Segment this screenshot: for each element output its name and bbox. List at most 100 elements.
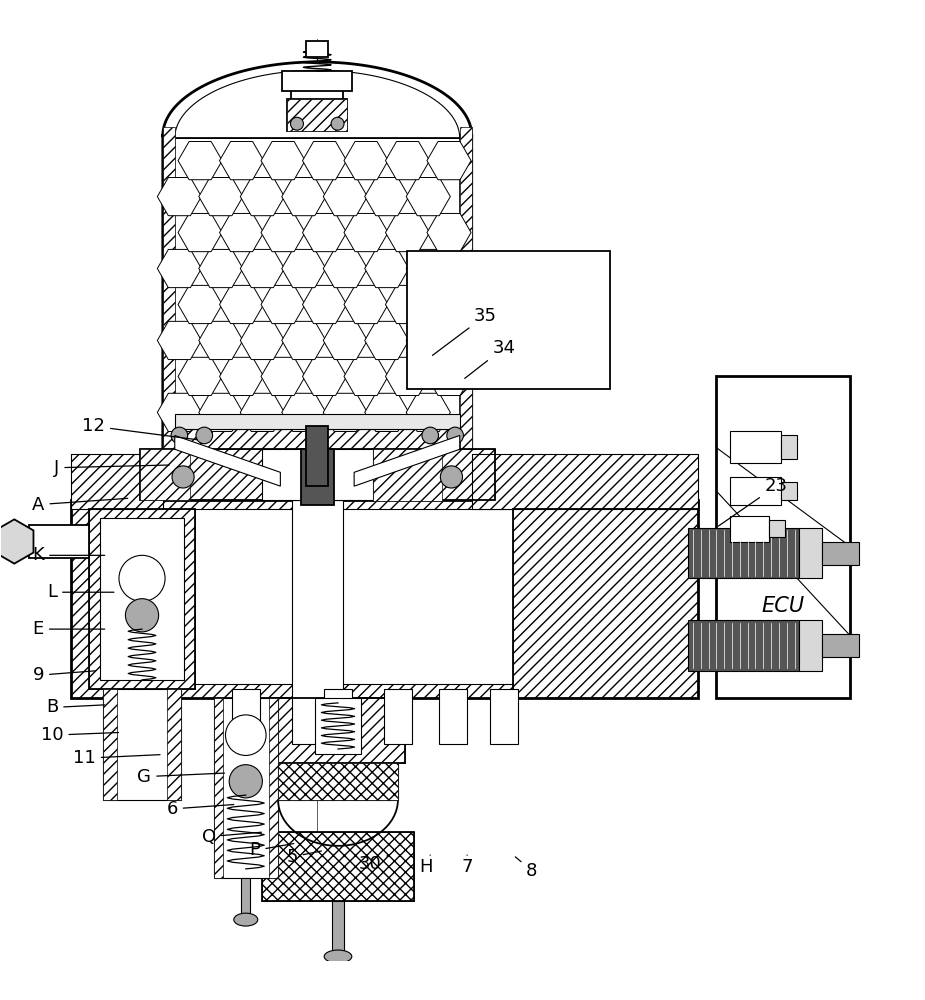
Bar	[407, 251, 610, 389]
Bar	[822, 634, 859, 657]
Bar	[716, 375, 850, 698]
Bar	[291, 87, 343, 99]
Bar	[262, 449, 373, 500]
Bar	[513, 509, 697, 698]
Bar	[70, 500, 697, 698]
Text: L: L	[47, 583, 114, 601]
Polygon shape	[354, 435, 460, 486]
Bar	[175, 414, 460, 429]
Bar	[278, 763, 398, 800]
Polygon shape	[175, 435, 280, 486]
Bar	[167, 689, 181, 800]
Bar	[384, 689, 412, 744]
Bar	[314, 698, 361, 754]
Bar	[799, 528, 822, 578]
Bar	[271, 698, 405, 763]
Bar	[103, 689, 117, 800]
Bar	[278, 763, 398, 800]
Bar	[769, 520, 785, 537]
Bar	[688, 528, 799, 578]
Ellipse shape	[226, 715, 266, 755]
Ellipse shape	[324, 950, 352, 963]
Bar	[232, 689, 260, 744]
Bar	[262, 832, 414, 901]
Bar	[140, 449, 495, 500]
Bar	[269, 698, 278, 878]
Text: K: K	[32, 546, 105, 564]
Ellipse shape	[310, 765, 325, 779]
Ellipse shape	[447, 427, 463, 444]
Text: Q: Q	[202, 828, 262, 846]
Text: 7: 7	[462, 855, 473, 876]
Text: 35: 35	[433, 307, 497, 355]
Bar	[29, 525, 89, 558]
Text: 10: 10	[41, 726, 118, 744]
Bar	[89, 509, 195, 689]
Text: G: G	[138, 768, 225, 786]
Ellipse shape	[290, 117, 303, 130]
Bar	[175, 429, 460, 449]
Ellipse shape	[351, 765, 365, 779]
Text: 34: 34	[464, 339, 515, 378]
Bar	[70, 454, 163, 509]
Bar	[688, 620, 799, 671]
Bar	[332, 901, 343, 952]
Bar	[70, 500, 697, 698]
Text: H: H	[419, 855, 432, 876]
Bar	[214, 698, 223, 878]
Bar	[324, 689, 352, 744]
Text: A: A	[32, 496, 128, 514]
Ellipse shape	[440, 466, 462, 488]
Bar	[292, 500, 342, 744]
Ellipse shape	[331, 117, 344, 130]
Bar	[262, 832, 414, 901]
Bar	[288, 99, 347, 131]
Text: 6: 6	[166, 800, 234, 818]
Text: 12: 12	[82, 417, 197, 440]
Bar	[799, 620, 822, 671]
Bar	[306, 41, 328, 57]
Bar	[306, 426, 328, 486]
Bar	[214, 698, 278, 878]
Bar	[513, 509, 697, 698]
Ellipse shape	[171, 427, 188, 444]
Bar	[282, 71, 352, 91]
Bar	[730, 431, 781, 463]
Bar	[730, 516, 769, 542]
Bar	[112, 509, 665, 684]
Bar	[241, 878, 251, 915]
Bar	[271, 698, 405, 763]
Text: P: P	[250, 841, 294, 859]
Ellipse shape	[196, 427, 213, 444]
Bar	[472, 454, 697, 509]
Bar	[781, 482, 797, 500]
Text: 9: 9	[32, 666, 95, 684]
Bar	[373, 449, 442, 501]
Ellipse shape	[234, 913, 258, 926]
Bar	[100, 518, 184, 680]
Bar	[781, 435, 797, 458]
Text: E: E	[32, 620, 105, 638]
Bar	[301, 449, 334, 505]
Text: J: J	[54, 459, 169, 477]
Polygon shape	[175, 70, 460, 443]
Bar	[103, 689, 181, 800]
Polygon shape	[163, 62, 472, 449]
Bar	[460, 127, 472, 449]
Ellipse shape	[422, 427, 438, 444]
Bar	[288, 99, 347, 131]
Bar	[163, 127, 175, 449]
Bar	[490, 689, 518, 744]
Text: 11: 11	[73, 749, 160, 767]
Text: 8: 8	[515, 857, 537, 880]
Text: ECU: ECU	[761, 596, 805, 616]
Ellipse shape	[310, 779, 325, 793]
Bar	[730, 477, 781, 505]
Ellipse shape	[351, 779, 365, 793]
Ellipse shape	[172, 466, 194, 488]
Bar	[439, 689, 467, 744]
Text: 23: 23	[719, 477, 787, 526]
Ellipse shape	[229, 765, 263, 798]
Text: 30: 30	[359, 855, 388, 873]
Text: B: B	[46, 698, 105, 716]
